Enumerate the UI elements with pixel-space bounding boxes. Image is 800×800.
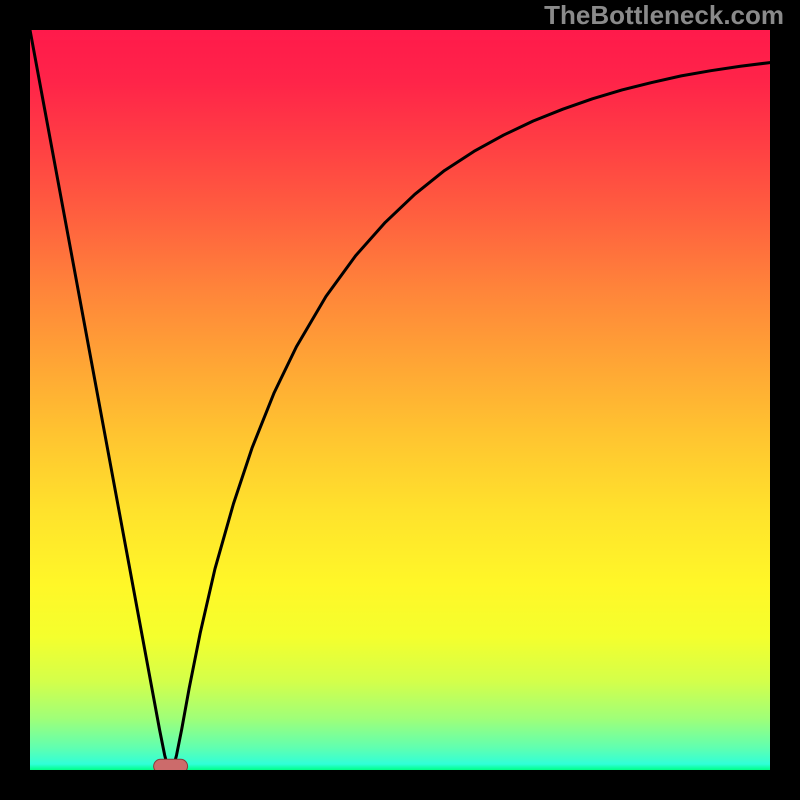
minimum-marker (154, 759, 188, 770)
watermark-text: TheBottleneck.com (544, 0, 784, 31)
plot-area (30, 30, 770, 770)
chart-container: TheBottleneck.com (0, 0, 800, 800)
gradient-background (30, 30, 770, 770)
